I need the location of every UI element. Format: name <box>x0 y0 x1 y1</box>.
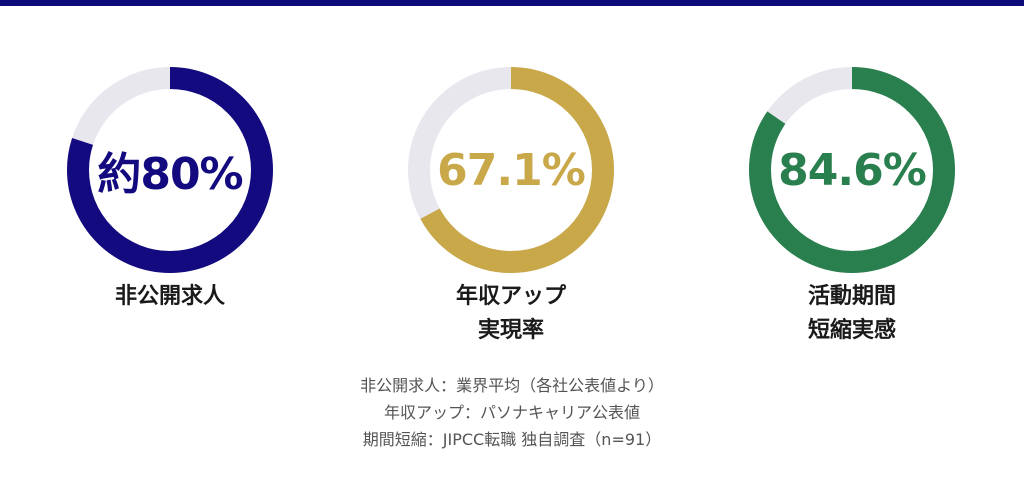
source-footnotes: 非公開求人：業界平均（各社公表値より） 年収アップ：パソナキャリア公表値 期間短… <box>212 372 812 453</box>
donut-label-non-public-jobs: 非公開求人 <box>50 280 290 314</box>
donut-value-arc <box>749 67 955 273</box>
top-accent-bar <box>0 0 1024 6</box>
donut-value-arc <box>408 67 614 273</box>
donut-label-line: 実現率 <box>477 318 544 343</box>
donut-value-arc <box>67 67 273 273</box>
donut-chart-salary-increase: 67.1% <box>406 65 616 275</box>
donut-label-line: 年収アップ <box>455 284 566 309</box>
donut-center-value: 67.1% <box>437 144 586 196</box>
donut-label-shorter-period: 活動期間 短縮実感 <box>732 280 972 348</box>
footnote-line: 非公開求人：業界平均（各社公表値より） <box>360 376 664 395</box>
donut-label-line: 非公開求人 <box>114 284 225 309</box>
donut-svg-1 <box>408 67 614 273</box>
footnote-line: 期間短縮：JIPCC転職 独自調査（n=91） <box>362 430 662 449</box>
donut-label-line: 活動期間 <box>807 284 896 309</box>
donut-center-value: 約80% <box>97 149 243 200</box>
donut-label-salary-increase: 年収アップ 実現率 <box>391 280 631 348</box>
donut-chart-shorter-period: 84.6% <box>747 65 957 275</box>
donut-chart-non-public-jobs: 約80% <box>65 65 275 275</box>
donut-svg-2 <box>749 67 955 273</box>
donut-center-value: 84.6% <box>778 144 927 196</box>
footnote-line: 年収アップ：パソナキャリア公表値 <box>383 403 640 422</box>
donut-svg-0 <box>67 67 273 273</box>
donut-label-line: 短縮実感 <box>807 318 896 343</box>
